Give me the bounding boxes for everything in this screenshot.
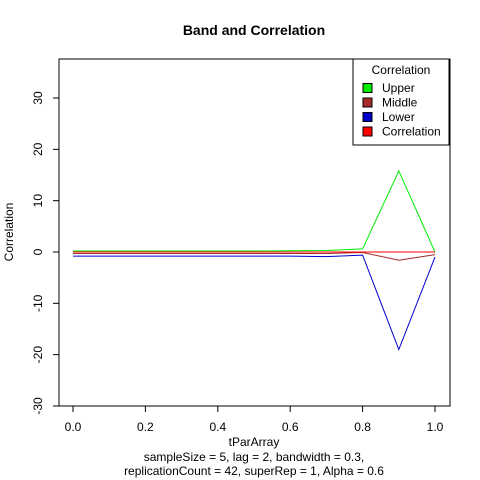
legend-label-middle: Middle: [382, 96, 418, 110]
legend-title: Correlation: [372, 63, 431, 77]
subtitle-line-1: sampleSize = 5, lag = 2, bandwidth = 0.3…: [144, 450, 364, 464]
y-tick-label: -30: [31, 397, 45, 415]
y-axis-label: Correlation: [2, 203, 16, 262]
x-tick-label: 0.6: [282, 420, 299, 434]
x-tick-label: 1.0: [427, 420, 444, 434]
x-tick-label: 0.8: [354, 420, 371, 434]
x-axis-label: tParArray: [229, 435, 280, 449]
y-tick-label: 10: [31, 194, 45, 208]
y-tick-label: 0: [31, 248, 45, 255]
y-tick-label: 20: [31, 142, 45, 156]
x-tick-label: 0.2: [137, 420, 154, 434]
y-tick-label: -20: [31, 346, 45, 364]
legend-swatch-lower: [362, 112, 373, 122]
series-line-middle: [73, 251, 436, 261]
legend-swatch-middle: [362, 97, 373, 108]
y-tick-label: -10: [31, 294, 45, 312]
legend-label-correlation: Correlation: [382, 125, 441, 139]
series-line-lower: [73, 254, 436, 351]
series-line-upper: [73, 169, 436, 253]
y-axis: -30 -20 -10 0 10 20 30: [31, 91, 60, 415]
x-axis: 0.0 0.2 0.4 0.6 0.8 1.0: [65, 405, 444, 434]
legend-swatch-correlation: [362, 126, 373, 137]
y-tick-label: 30: [31, 91, 45, 105]
legend-label-upper: Upper: [382, 81, 415, 95]
subtitle-line-2: replicationCount = 42, superRep = 1, Alp…: [124, 464, 384, 478]
legend-swatch-upper: [362, 83, 373, 93]
chart-title: Band and Correlation: [183, 22, 325, 38]
x-tick-label: 0.0: [65, 420, 82, 434]
x-tick-label: 0.4: [209, 420, 226, 434]
series-lines: [73, 169, 436, 351]
legend-label-lower: Lower: [382, 110, 415, 124]
